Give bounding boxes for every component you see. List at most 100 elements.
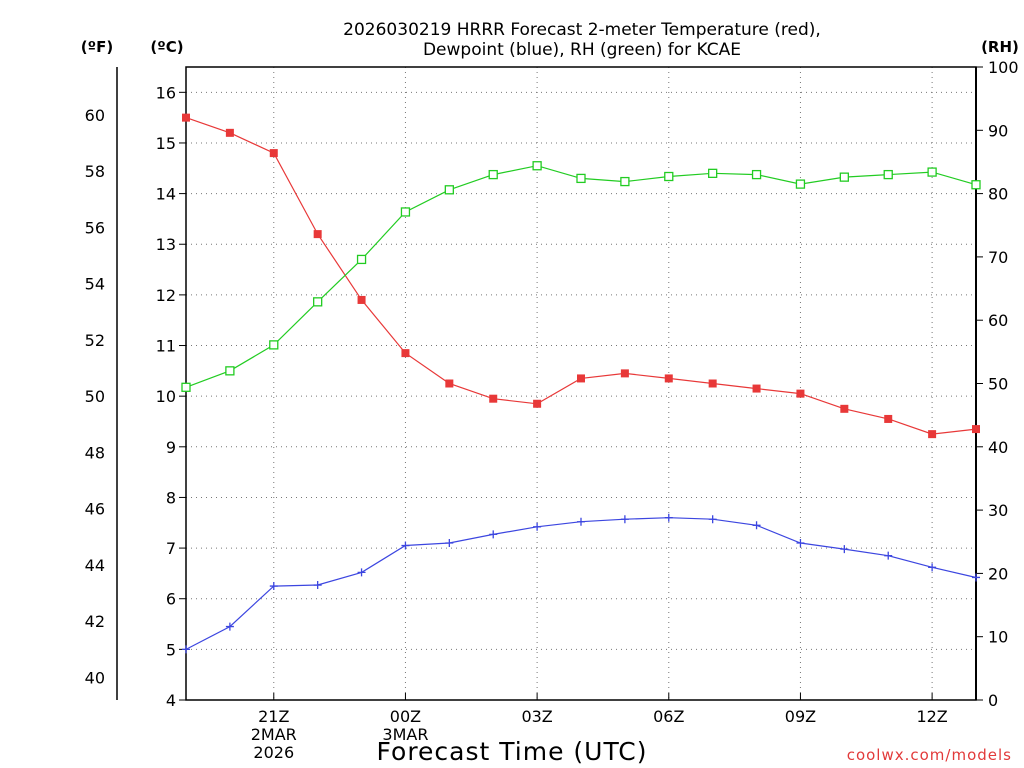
chart-title: 2026030219 HRRR Forecast 2-meter Tempera…	[343, 20, 821, 40]
temperature-data-point	[269, 149, 278, 158]
temperature-data-point	[796, 389, 805, 398]
rh-tick-label: 70	[988, 248, 1008, 267]
rh-tick-label: 0	[988, 691, 998, 710]
x-tick-label: 03Z	[521, 707, 552, 726]
dewpoint-data-point	[269, 582, 278, 591]
celsius-tick-label: 16	[156, 83, 176, 102]
rh-data-point	[971, 180, 981, 190]
temperature-data-point	[708, 379, 717, 388]
temperature-data-point	[884, 414, 893, 423]
plot-frame	[185, 66, 977, 701]
fahrenheit-tick-label: 60	[85, 106, 105, 125]
fahrenheit-tick-label: 48	[85, 443, 105, 462]
axes: 4567891011121314151640424446485052545658…	[85, 58, 1019, 762]
dewpoint-data-point	[313, 581, 322, 590]
temperature-data-point	[577, 374, 585, 383]
celsius-tick-label: 12	[156, 286, 176, 305]
rh-data-point	[225, 366, 235, 376]
temperature-data-point	[620, 369, 629, 378]
celsius-tick-label: 9	[166, 438, 176, 457]
rh-data-point	[488, 169, 498, 180]
temperature-series-line	[185, 117, 977, 435]
rh-data-point	[883, 169, 893, 180]
rh-tick-label: 20	[988, 564, 1008, 583]
celsius-tick-label: 8	[166, 488, 176, 507]
grid-lines	[186, 67, 976, 700]
x-tick-label: 2MAR	[251, 725, 297, 744]
dewpoint-data-point	[708, 515, 717, 524]
dewpoint-data-point	[401, 541, 410, 550]
dewpoint-data-point	[620, 515, 629, 524]
fahrenheit-tick-label: 52	[85, 331, 105, 350]
celsius-tick-label: 10	[156, 387, 176, 406]
celsius-tick-label: 6	[166, 590, 176, 609]
rh-tick-label: 50	[988, 375, 1008, 394]
x-tick-label: 3MAR	[382, 725, 428, 744]
fahrenheit-tick-label: 40	[85, 668, 105, 687]
dewpoint-data-point	[225, 622, 234, 631]
rh-tick-label: 90	[988, 121, 1008, 140]
fahrenheit-tick-label: 58	[85, 162, 105, 181]
temperature-data-point	[533, 399, 542, 408]
dewpoint-data-point	[972, 573, 980, 582]
x-tick-label: 06Z	[653, 707, 684, 726]
rh-data-point	[795, 179, 806, 189]
rh-data-point	[269, 340, 279, 350]
rh-series-line	[185, 165, 977, 388]
rh-unit-label: (RH)	[981, 38, 1019, 56]
rh-data-point	[620, 176, 630, 187]
fahrenheit-tick-label: 42	[85, 612, 105, 631]
rh-data-point	[751, 169, 762, 180]
dewpoint-data-point	[357, 568, 366, 577]
x-tick-label: 21Z	[258, 707, 289, 726]
temperature-data-point	[972, 425, 980, 434]
dewpoint-data-point	[577, 517, 585, 526]
temperature-data-point	[401, 349, 410, 358]
celsius-tick-label: 5	[166, 640, 176, 659]
temperature-data-point	[313, 230, 322, 239]
temperature-data-point	[928, 430, 937, 439]
rh-data-point	[839, 172, 849, 182]
rh-data-point	[181, 382, 191, 392]
celsius-tick-label: 14	[156, 185, 176, 204]
temperature-data-point	[182, 113, 190, 122]
dewpoint-data-point	[884, 551, 893, 560]
rh-data-point	[927, 167, 937, 177]
fahrenheit-tick-label: 50	[85, 387, 105, 406]
temperature-data-point	[357, 295, 366, 304]
series-layer	[181, 113, 981, 654]
celsius-unit-label: (ºC)	[150, 38, 183, 56]
celsius-tick-label: 4	[166, 691, 176, 710]
temperature-data-point	[664, 374, 673, 383]
rh-data-point	[576, 173, 586, 184]
rh-data-point	[532, 161, 542, 171]
chart-subtitle: Dewpoint (blue), RH (green) for KCAE	[423, 40, 741, 60]
rh-data-point	[356, 254, 367, 265]
celsius-tick-label: 7	[166, 539, 176, 558]
fahrenheit-tick-label: 56	[85, 218, 105, 237]
dewpoint-series-line	[185, 517, 977, 650]
celsius-tick-label: 11	[156, 337, 176, 356]
rh-tick-label: 40	[988, 438, 1008, 457]
fahrenheit-unit-label: (ºF)	[81, 38, 113, 56]
rh-data-point	[400, 207, 411, 217]
fahrenheit-tick-label: 54	[85, 275, 105, 294]
temperature-data-point	[752, 384, 761, 393]
temperature-data-point	[489, 394, 498, 403]
rh-tick-label: 100	[988, 58, 1019, 77]
x-tick-label: 2026	[253, 743, 294, 762]
dewpoint-data-point	[752, 521, 761, 530]
rh-tick-label: 30	[988, 501, 1008, 520]
fahrenheit-tick-label: 46	[85, 500, 105, 519]
dewpoint-data-point	[928, 563, 937, 572]
temperature-data-point	[225, 128, 234, 137]
rh-data-point	[708, 168, 718, 178]
x-tick-label: 00Z	[390, 707, 421, 726]
celsius-tick-label: 15	[156, 134, 176, 153]
dewpoint-data-point	[796, 539, 805, 548]
rh-tick-label: 60	[988, 311, 1008, 330]
dewpoint-data-point	[664, 513, 673, 522]
dewpoint-data-point	[533, 522, 542, 531]
temperature-data-point	[840, 404, 849, 413]
